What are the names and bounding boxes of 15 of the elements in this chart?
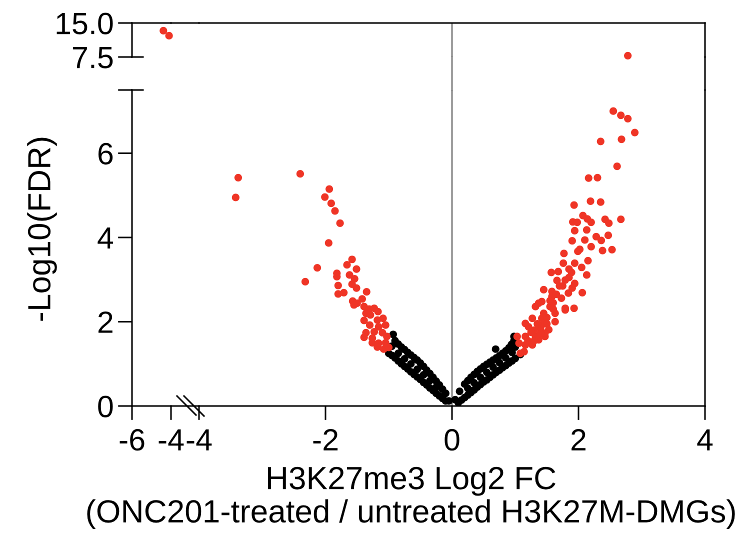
y-tick-label: 7.5	[73, 47, 113, 68]
y-axis-title: -Log10(FDR)	[27, 138, 57, 321]
x-tick-label: 4	[697, 429, 713, 450]
x-tick-label: 0	[444, 429, 460, 451]
x-tick-label: -4	[158, 429, 184, 450]
y-tick-label: 4	[98, 228, 114, 249]
x-tick-label: 2	[572, 429, 586, 450]
y-tick-label: 0	[98, 396, 113, 418]
x-tick-label: -4	[186, 429, 212, 450]
x-axis-title: H3K27me3 Log2 FC (ONC201-treated / untreated H3K27M-DMGs)	[87, 466, 735, 530]
x-tick-label: -6	[120, 429, 144, 451]
y-tick-label: 2	[98, 311, 112, 333]
y-tick-label: 6	[98, 142, 113, 165]
y-tick-label: 15.0	[56, 12, 113, 34]
x-tick-label: -2	[313, 429, 338, 450]
